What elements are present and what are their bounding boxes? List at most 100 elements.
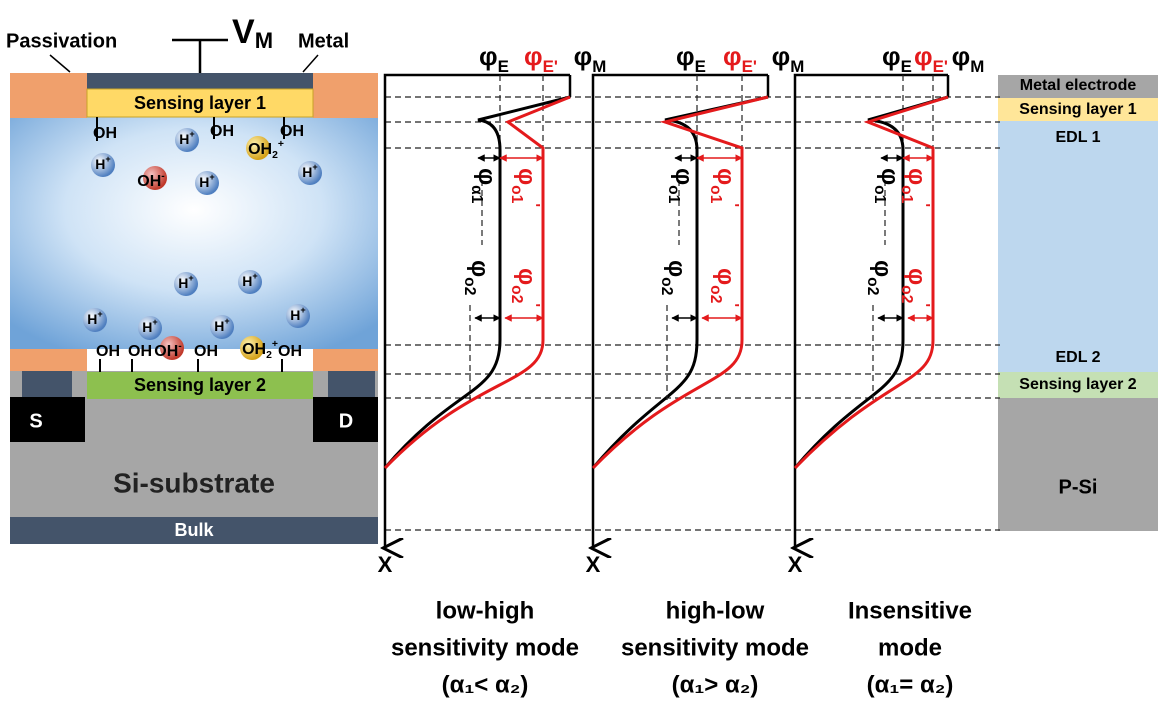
text: H [142, 319, 152, 335]
sub: E [901, 57, 912, 76]
ion [138, 316, 162, 340]
text: φ [772, 41, 791, 71]
phi-e-prime: φE' [524, 41, 558, 76]
text: OH [154, 343, 178, 360]
sensing-layer-1 [998, 98, 1158, 121]
hydrogen-ion: H+ [290, 305, 305, 322]
phi-lower-prime: φo2' [508, 268, 542, 307]
text: H [290, 307, 300, 323]
passivation-right [313, 73, 378, 118]
text: H [179, 131, 189, 147]
sub: 2 [272, 150, 278, 161]
potential-curve-prime [383, 95, 571, 470]
p-si [998, 398, 1158, 531]
phi-upper: φo1 [665, 168, 696, 204]
phi-lower: φo2 [864, 260, 895, 296]
sub: E' [543, 57, 558, 76]
sub: 2 [266, 350, 272, 361]
text: H [95, 156, 105, 172]
bulk-label: Bulk [174, 520, 214, 540]
phi-m: φM [574, 41, 607, 76]
text: φ [869, 260, 896, 277]
phi-upper-prime: φo1' [898, 168, 932, 207]
sup: + [105, 154, 110, 164]
hydrogen-ion: H+ [242, 271, 257, 288]
hydrogen-ion: H+ [302, 162, 317, 179]
sub: M [592, 57, 606, 76]
phi-lower: φo2 [461, 260, 492, 296]
phi-upper-prime: φo1' [508, 168, 542, 207]
symbol: V [232, 13, 255, 51]
text: φ [473, 168, 500, 185]
phi-upper: φo1 [871, 168, 902, 204]
text: φ [513, 268, 540, 285]
sup: - [161, 171, 165, 182]
phi-e-prime: φE' [914, 41, 948, 76]
contact-right [328, 371, 375, 397]
ion [91, 153, 115, 177]
text: φ [466, 260, 493, 277]
text: H [199, 174, 209, 190]
sub: α1 [468, 185, 485, 204]
pointer [49, 54, 319, 73]
sup: + [209, 172, 214, 182]
ion [195, 171, 219, 195]
edl-1 [998, 121, 1158, 345]
text: φ [876, 168, 903, 185]
hydrogen-ion: H+ [214, 316, 229, 333]
hydroxyl: OH [96, 343, 120, 360]
ion [298, 161, 322, 185]
caption: sensitivity mode [621, 634, 809, 661]
sensing-layer-2 [998, 372, 1158, 398]
caption: (α₁> α₂) [672, 671, 759, 698]
contact-left [22, 371, 72, 397]
caption: Insensitive [848, 597, 972, 624]
potential-curve [591, 95, 769, 469]
text: φ [663, 260, 690, 277]
ion [286, 304, 310, 328]
sup: ' [915, 203, 932, 207]
substrate-label: Si-substrate [113, 467, 275, 498]
phi-e: φE [882, 41, 912, 76]
text: φ [676, 41, 695, 71]
sensing-layer-1-label: Sensing layer 1 [134, 93, 266, 113]
subscript: M [255, 28, 273, 53]
text: φ [513, 168, 540, 185]
source [10, 397, 85, 442]
sub: o1 [508, 185, 525, 204]
gate-label: VM [232, 13, 273, 53]
sub: o1 [898, 185, 915, 204]
sup: ' [724, 303, 741, 307]
passivation-bottom-right [313, 349, 378, 371]
ion [238, 270, 262, 294]
text: φ [903, 268, 930, 285]
text: φ [479, 41, 498, 71]
caption: (α₁< α₂) [442, 671, 529, 698]
phi-upper: φα1 [468, 168, 499, 204]
hydroxyl: OH [280, 123, 304, 140]
ion [160, 336, 184, 360]
hydrogen-ion: H+ [87, 309, 102, 326]
bulk [10, 517, 378, 544]
text: φ [712, 168, 739, 185]
passivation-bottom-left [10, 349, 87, 371]
ion [143, 166, 167, 190]
sup: ' [525, 203, 542, 207]
drain [313, 397, 378, 442]
phi-m: φM [772, 41, 805, 76]
ion [83, 308, 107, 332]
hydroxide-ion: OH- [137, 171, 165, 190]
axis-label: X [788, 552, 803, 577]
hydroxyl: OH [93, 125, 117, 142]
sub: M [790, 57, 804, 76]
text: OH [137, 173, 161, 190]
metal-electrode [998, 75, 1158, 98]
phi-e: φE [479, 41, 509, 76]
axis-label: X [586, 552, 601, 577]
sup: + [272, 339, 278, 350]
caption: mode [878, 634, 942, 661]
caption: low-high [436, 597, 535, 624]
sup: ' [525, 303, 542, 307]
layer-column [998, 75, 1158, 531]
